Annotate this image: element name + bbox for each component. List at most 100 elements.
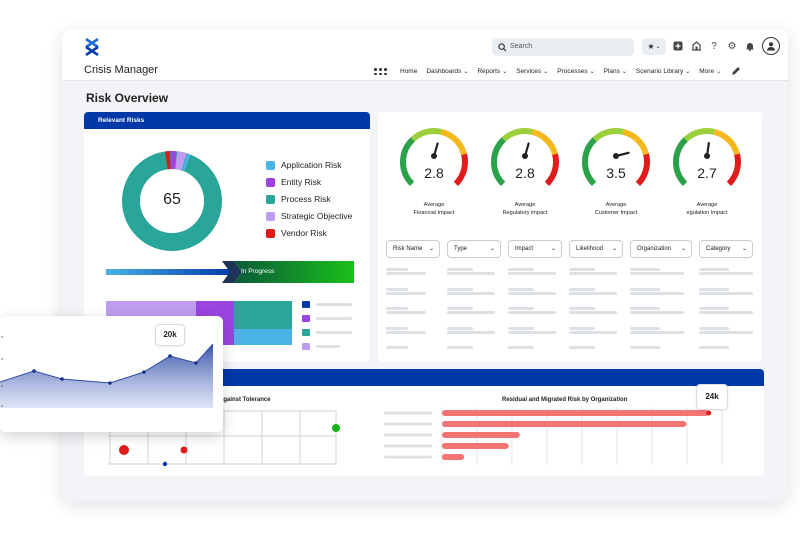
filter-category[interactable]: Category ⌄ bbox=[699, 240, 753, 258]
gauge-hub bbox=[613, 153, 619, 159]
area-point bbox=[168, 354, 172, 358]
category-label-placeholder bbox=[384, 411, 432, 415]
search-input[interactable]: Search bbox=[492, 38, 634, 56]
table-cell-placeholder bbox=[630, 307, 660, 310]
legend-item-application[interactable]: Application Risk bbox=[266, 160, 341, 170]
user-avatar-icon[interactable] bbox=[762, 37, 780, 55]
favorites-button[interactable]: ★ ⌄ bbox=[642, 37, 666, 55]
nav-label: Plans bbox=[603, 68, 620, 75]
tolerance-point bbox=[332, 424, 340, 432]
gauge-arc-segment bbox=[683, 128, 715, 142]
gauge-arc-segment bbox=[713, 128, 740, 156]
residual-bar[interactable] bbox=[442, 443, 509, 449]
nav-label: Services bbox=[516, 68, 542, 75]
filter-type[interactable]: Type ⌄ bbox=[447, 240, 501, 258]
table-cell-placeholder bbox=[447, 346, 474, 349]
help-icon[interactable]: ? bbox=[711, 40, 717, 52]
crisis-manager-logo-icon[interactable] bbox=[84, 37, 100, 61]
table-cell-placeholder bbox=[569, 311, 617, 314]
gear-icon[interactable]: ⚙ bbox=[727, 40, 737, 52]
table-cell-placeholder bbox=[630, 272, 684, 275]
nav-item-services[interactable]: Services ⌄ bbox=[516, 68, 548, 75]
legend-label: Entity Risk bbox=[281, 177, 322, 187]
table-cell-placeholder bbox=[447, 331, 495, 334]
gauge-arc-segment bbox=[531, 128, 558, 156]
table-cell-placeholder bbox=[569, 331, 617, 334]
nav-item-plans[interactable]: Plans ⌄ bbox=[604, 68, 627, 75]
table-cell-placeholder bbox=[447, 268, 474, 271]
table-cell-placeholder bbox=[569, 307, 596, 310]
nav-item-more[interactable]: More ⌄ bbox=[699, 68, 721, 75]
floating-area-chart-card: 20k bbox=[0, 316, 223, 432]
residual-bar[interactable] bbox=[442, 410, 709, 416]
gauge-1[interactable]: 2.8 Average Financial Impact bbox=[398, 126, 470, 217]
table-cell-placeholder bbox=[447, 288, 474, 291]
residual-risk-bar-chart[interactable] bbox=[384, 407, 749, 467]
gauge-2[interactable]: 2.8 Average Regulatory impact bbox=[489, 126, 561, 217]
filter-label: Risk Name bbox=[393, 246, 423, 252]
nav-item-home[interactable]: Home bbox=[400, 68, 417, 75]
gauge-3[interactable]: 3.5 Average Customer Impact bbox=[580, 126, 652, 217]
gauge-label: Customer Impact bbox=[594, 210, 638, 216]
table-cell-placeholder bbox=[699, 288, 729, 291]
residual-bar[interactable] bbox=[442, 454, 465, 460]
table-cell-placeholder bbox=[386, 268, 408, 271]
add-icon[interactable] bbox=[672, 40, 684, 52]
bell-icon[interactable] bbox=[744, 40, 756, 52]
gauge-arc-segment bbox=[673, 137, 688, 187]
table-cell-placeholder bbox=[508, 307, 535, 310]
search-placeholder: Search bbox=[510, 43, 533, 50]
tolerance-point bbox=[180, 446, 188, 454]
table-cell-placeholder bbox=[508, 292, 556, 295]
table-cell-placeholder bbox=[447, 292, 495, 295]
chevron-down-icon: ⌄ bbox=[685, 69, 691, 75]
legend-label: Process Risk bbox=[281, 194, 331, 204]
in-progress-bar bbox=[106, 261, 354, 283]
edit-icon[interactable] bbox=[730, 66, 741, 77]
legend-label: Application Risk bbox=[281, 160, 342, 170]
filter-impact[interactable]: Impact ⌄ bbox=[508, 240, 562, 258]
legend-item-strategic[interactable]: Strategic Objective bbox=[266, 211, 352, 221]
chevron-down-icon: ⌄ bbox=[680, 246, 686, 252]
area-point bbox=[60, 377, 64, 381]
gauge-hub bbox=[704, 153, 710, 159]
legend-item-vendor[interactable]: Vendor Risk bbox=[266, 228, 327, 238]
app-grid-icon[interactable] bbox=[374, 68, 387, 75]
category-label-placeholder bbox=[384, 455, 432, 459]
in-progress-label: In Progress bbox=[241, 268, 275, 275]
residual-bar[interactable] bbox=[442, 421, 687, 427]
filter-likelihood[interactable]: Likelihood ⌄ bbox=[569, 240, 623, 258]
table-cell-placeholder bbox=[569, 292, 617, 295]
residual-bar-marker bbox=[706, 410, 712, 416]
chevron-down-icon: ⌄ bbox=[655, 43, 661, 50]
gauge-arc-segment bbox=[635, 153, 650, 187]
relevant-risks-title: Relevant Risks bbox=[84, 112, 370, 129]
nav-item-processes[interactable]: Processes ⌄ bbox=[557, 68, 594, 75]
legend-item-process[interactable]: Process Risk bbox=[266, 194, 331, 204]
table-cell-placeholder bbox=[699, 346, 729, 349]
table-cell-placeholder bbox=[386, 331, 426, 334]
header-icons: ★ ⌄ ? ⚙ bbox=[642, 37, 780, 55]
table-cell-placeholder bbox=[386, 307, 408, 310]
nav-item-reports[interactable]: Reports ⌄ bbox=[477, 68, 507, 75]
gauge-dial: 2.7 bbox=[673, 128, 741, 187]
filter-risk-name[interactable]: Risk Name ⌄ bbox=[386, 240, 440, 258]
table-cell-placeholder bbox=[569, 272, 617, 275]
gauge-value: 3.5 bbox=[606, 165, 626, 181]
filter-organization[interactable]: Organization ⌄ bbox=[630, 240, 692, 258]
risk-donut-chart[interactable] bbox=[120, 149, 224, 253]
table-cell-placeholder bbox=[699, 331, 753, 334]
floating-area-chart[interactable] bbox=[0, 316, 223, 432]
main-nav: Home Dashboards ⌄ Reports ⌄ Services ⌄ Proc… bbox=[374, 66, 741, 77]
gauge-arc-segment bbox=[726, 153, 741, 187]
building-icon[interactable] bbox=[690, 40, 702, 52]
residual-bar[interactable] bbox=[442, 432, 520, 438]
mini-legend-swatch bbox=[302, 329, 310, 336]
gauge-arc-segment bbox=[440, 128, 467, 156]
gauge-4[interactable]: 2.7 Average egulation Impact bbox=[671, 126, 743, 217]
nav-item-dashboards[interactable]: Dashboards ⌄ bbox=[426, 68, 468, 75]
nav-item-scenario-library[interactable]: Scenario Library ⌄ bbox=[636, 68, 690, 75]
category-label-placeholder bbox=[384, 422, 432, 426]
legend-item-entity[interactable]: Entity Risk bbox=[266, 177, 321, 187]
chevron-down-icon: ⌄ bbox=[502, 69, 508, 75]
